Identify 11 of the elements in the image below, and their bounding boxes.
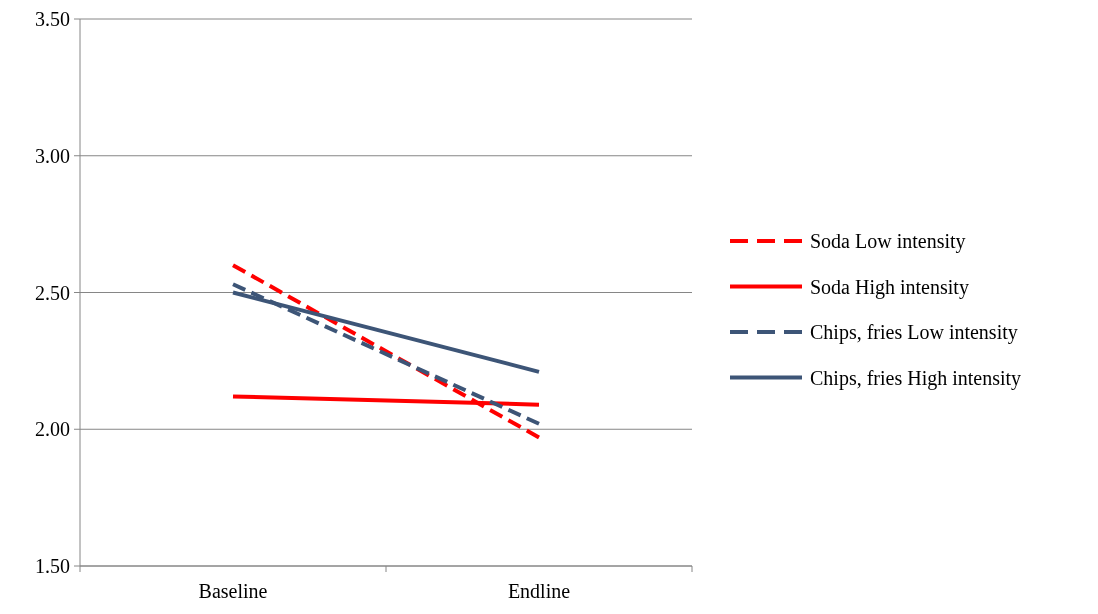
legend-label: Chips, fries High intensity: [810, 366, 1022, 390]
legend-label: Soda High intensity: [810, 275, 969, 299]
x-tick-label: Endline: [507, 580, 571, 602]
y-tick-label: 2.00: [35, 418, 70, 441]
legend-label: Soda Low intensity: [810, 230, 966, 253]
x-tick-label: Baseline: [198, 580, 268, 602]
y-tick-label: 3.50: [35, 8, 70, 30]
y-tick-label: 1.50: [35, 555, 70, 577]
y-tick-label: 3.00: [35, 144, 70, 167]
legend-label: Chips, fries Low intensity: [810, 321, 1018, 344]
y-tick-label: 2.50: [35, 281, 70, 304]
